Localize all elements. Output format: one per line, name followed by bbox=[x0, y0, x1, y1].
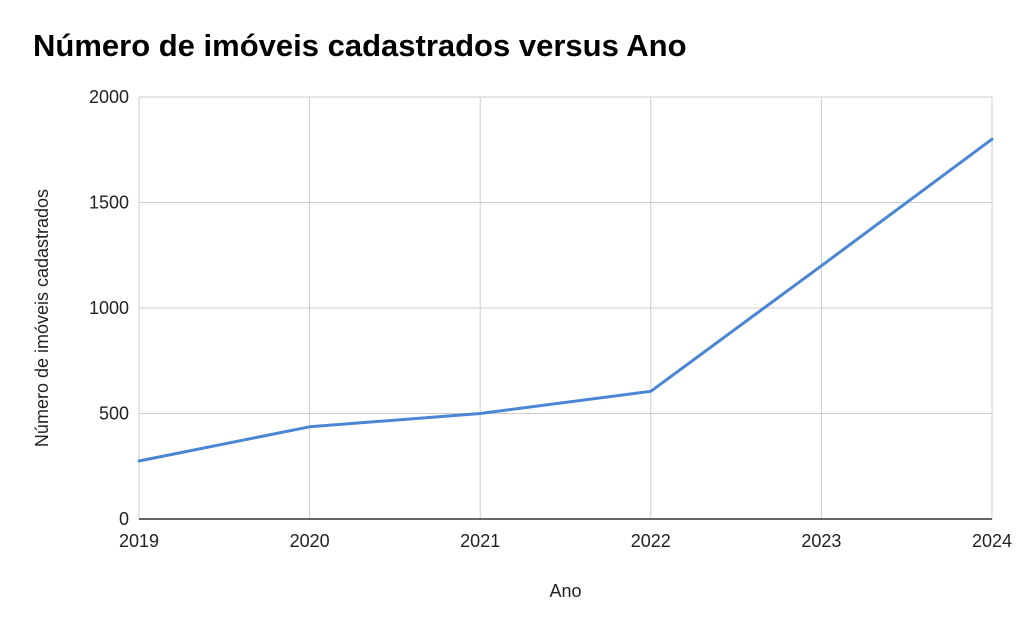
grid-lines bbox=[138, 96, 993, 519]
x-tick-label: 2022 bbox=[631, 531, 671, 551]
y-tick-label: 1000 bbox=[89, 298, 129, 318]
y-tick-label: 500 bbox=[99, 404, 129, 424]
x-tick-label: 2023 bbox=[801, 531, 841, 551]
y-tick-label: 2000 bbox=[89, 87, 129, 107]
x-tick-label: 2024 bbox=[972, 531, 1012, 551]
series-line bbox=[137, 137, 994, 463]
x-axis-title: Ano bbox=[549, 581, 581, 601]
x-tick-label: 2019 bbox=[119, 531, 159, 551]
y-tick-label: 0 bbox=[119, 509, 129, 529]
tick-labels: 0 500 1000 1500 2000 2019 2020 2021 2022 2023 2024 bbox=[89, 87, 1012, 551]
series-lines bbox=[137, 137, 994, 463]
x-tick-label: 2020 bbox=[290, 531, 330, 551]
y-tick-label: 1500 bbox=[89, 193, 129, 213]
x-tick-label: 2021 bbox=[460, 531, 500, 551]
chart-title: Número de imóveis cadastrados versus Ano bbox=[33, 28, 687, 63]
y-axis-title: Número de imóveis cadastrados bbox=[32, 189, 52, 447]
